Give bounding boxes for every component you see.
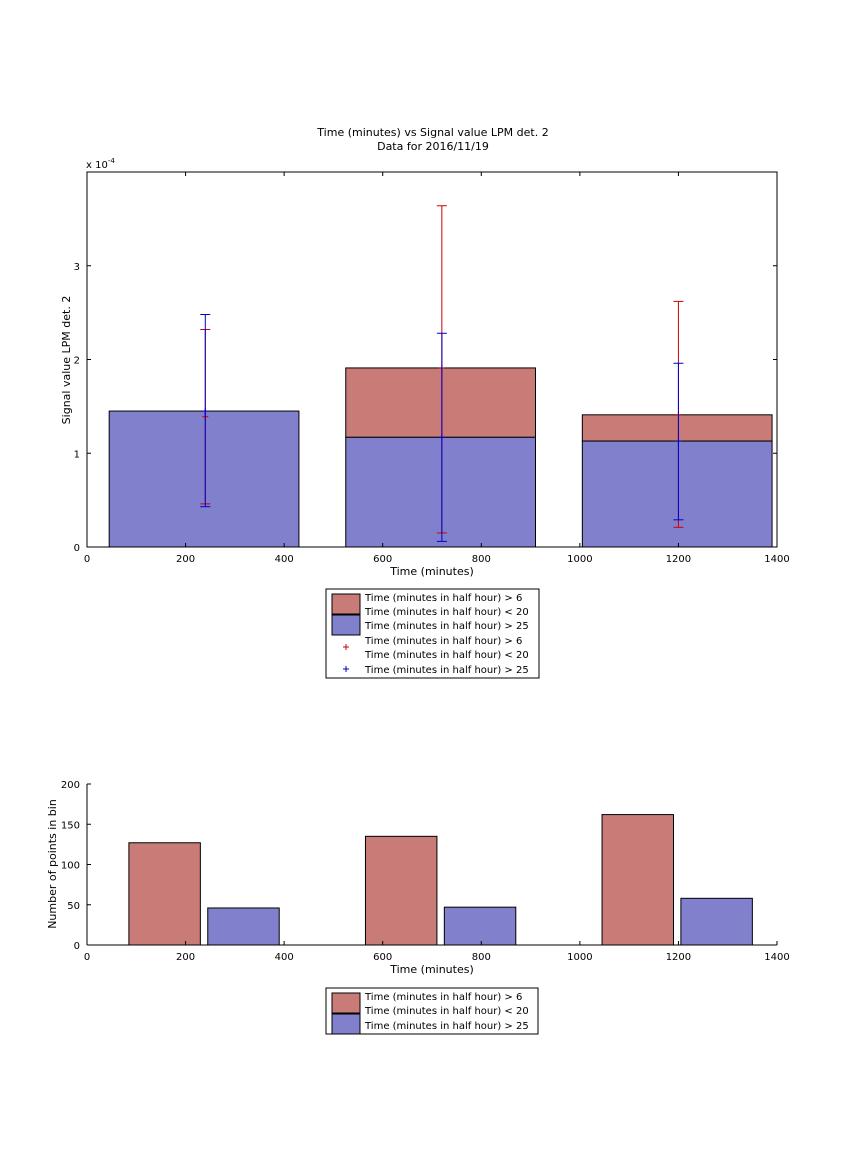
count-bar-red [601,814,674,946]
top-x-tick-label: 600 [373,554,392,565]
bottom-x-tick-label: 1400 [764,952,789,963]
top-x-tick-label: 800 [472,554,491,565]
bottom-chart-bars [128,814,753,946]
count-bar-blue [443,906,517,946]
legend-marker [343,644,349,650]
top-chart-error-bars [200,205,684,542]
chart-title: Time (minutes) vs Signal value LPM det. … [316,126,548,139]
bar-blue-segment [581,440,773,548]
bottom-legend: Time (minutes in half hour) > 6 Time (min… [325,987,539,1035]
count-bar-red [364,835,438,946]
bar-blue-segment [108,410,300,548]
top-x-tick-label: 200 [176,554,195,565]
legend-entry: Time (minutes in half hour) > 6 [364,593,522,604]
top-chart-bars [108,367,773,548]
bottom-chart-axes: 0 200 400 600 800 1000 1200 1400 0 50 100 150 200 [61,780,790,963]
legend-entry: Time (minutes in half hour) > 25 [364,665,529,676]
chart-subtitle: Data for 2016/11/19 [377,140,489,153]
svg-text:x 10-4: x 10-4 [86,157,115,171]
bottom-x-axis-label: Time (minutes) [389,963,474,976]
bottom-y-axis-label: Number of points in bin [46,799,59,929]
y-exponent-label: x 10-4 [86,157,115,171]
top-x-tick-label: 1200 [666,554,691,565]
legend-swatch-red [331,992,361,1014]
bar-red-segment [345,367,536,438]
top-legend: Time (minutes in half hour) > 6 Time (min… [325,588,540,679]
top-x-tick-label: 0 [84,554,90,565]
count-bar-red [128,842,201,946]
bar-blue-segment [345,436,536,548]
bottom-x-tick-label: 800 [472,952,491,963]
bottom-y-tick-label: 50 [67,901,80,912]
top-chart-axes: 0 200 400 600 800 1000 1200 1400 0 1 2 3 [74,171,790,565]
bottom-x-tick-label: 200 [176,952,195,963]
error-bar-blue [673,362,684,521]
legend-entry: Time (minutes in half hour) < 20 [364,1006,529,1017]
legend-entry: Time (minutes in half hour) > 25 [364,621,529,632]
bottom-y-tick-label: 0 [74,941,80,952]
top-y-tick-label: 3 [74,262,80,273]
legend-swatch-blue [331,1013,361,1035]
legend-entry: Time (minutes in half hour) > 6 [364,992,522,1003]
legend-entry: Time (minutes in half hour) < 20 [364,650,529,661]
error-bar-blue [436,332,447,542]
top-x-tick-label: 1000 [567,554,592,565]
bar-red-segment [581,414,773,442]
legend-entry: Time (minutes in half hour) > 6 [364,636,522,647]
bottom-y-tick-label: 200 [61,780,80,791]
bottom-x-tick-label: 1000 [567,952,592,963]
bottom-y-tick-label: 100 [61,861,80,872]
top-y-tick-label: 0 [74,543,80,554]
bottom-x-tick-label: 1200 [666,952,691,963]
legend-box [325,987,539,1035]
count-bar-blue [207,907,280,946]
count-bar-blue [680,897,753,946]
legend-entry: Time (minutes in half hour) < 20 [364,607,529,618]
top-x-tick-label: 1400 [764,554,789,565]
legend-entry: Time (minutes in half hour) > 25 [364,1021,529,1032]
top-x-tick-label: 400 [275,554,294,565]
top-y-tick-label: 2 [74,356,80,367]
top-y-tick-label: 1 [74,449,80,460]
legend-swatch-blue [331,614,361,636]
bottom-y-tick-label: 150 [61,820,80,831]
bottom-x-tick-label: 0 [84,952,90,963]
bottom-x-tick-label: 400 [275,952,294,963]
top-x-axis-label: Time (minutes) [389,565,474,578]
legend-box [325,588,540,679]
bottom-x-tick-label: 600 [373,952,392,963]
top-y-axis-label: Signal value LPM det. 2 [60,296,73,425]
legend-swatch-red [331,593,361,615]
error-bar-blue [200,314,211,508]
legend-marker [343,666,349,672]
